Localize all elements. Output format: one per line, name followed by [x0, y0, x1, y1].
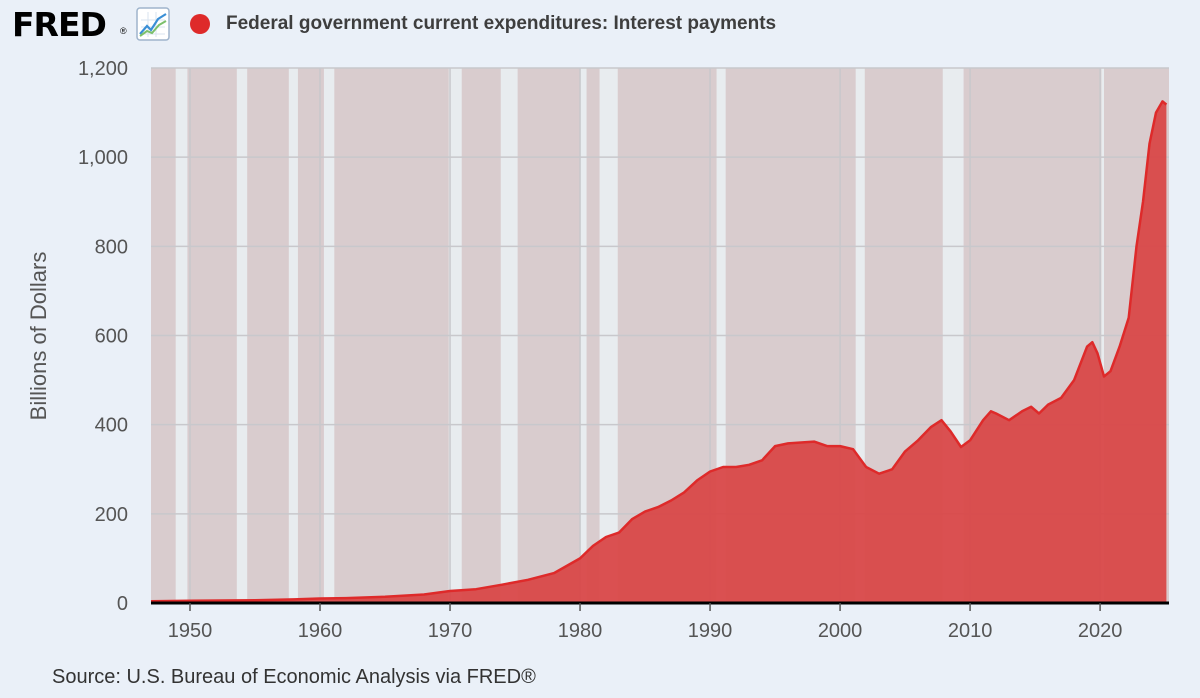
y-tick-label: 1,000: [78, 147, 128, 169]
y-tick-label: 800: [95, 236, 128, 258]
y-tick-label: 400: [95, 415, 128, 437]
y-tick-label: 200: [95, 504, 128, 526]
x-tick-label: 2000: [818, 620, 863, 642]
y-tick-label: 1,200: [78, 58, 128, 80]
legend-marker: [190, 14, 210, 34]
y-axis-label: Billions of Dollars: [26, 252, 51, 421]
x-tick-label: 1990: [688, 620, 733, 642]
source-note: Source: U.S. Bureau of Economic Analysis…: [52, 666, 536, 688]
x-tick-label: 2020: [1078, 620, 1123, 642]
registered-mark: ®: [120, 26, 127, 36]
series-area: [151, 101, 1167, 604]
line-chart-icon[interactable]: [136, 7, 170, 41]
x-tick-label: 1960: [298, 620, 343, 642]
y-tick-label: 600: [95, 326, 128, 348]
x-tick-label: 1950: [168, 620, 213, 642]
series-title: Federal government current expenditures:…: [226, 13, 777, 34]
x-tick-label: 2010: [948, 620, 993, 642]
x-tick-label: 1980: [558, 620, 603, 642]
chart-header: FRED ® Federal government current expend…: [0, 0, 1200, 50]
chart-area: 0 200 400 600 800 1,000 1,200 1950 1960 1970 1980 1…: [26, 58, 1169, 642]
fred-logo[interactable]: FRED: [12, 5, 107, 44]
axes: 0 200 400 600 800 1,000 1,200 1950 1960 1970 1980 1…: [78, 58, 1169, 642]
series-line: [150, 100, 1168, 603]
series-layer: [150, 100, 1168, 604]
x-tick-label: 1970: [428, 620, 473, 642]
y-tick-label: 0: [117, 593, 128, 615]
